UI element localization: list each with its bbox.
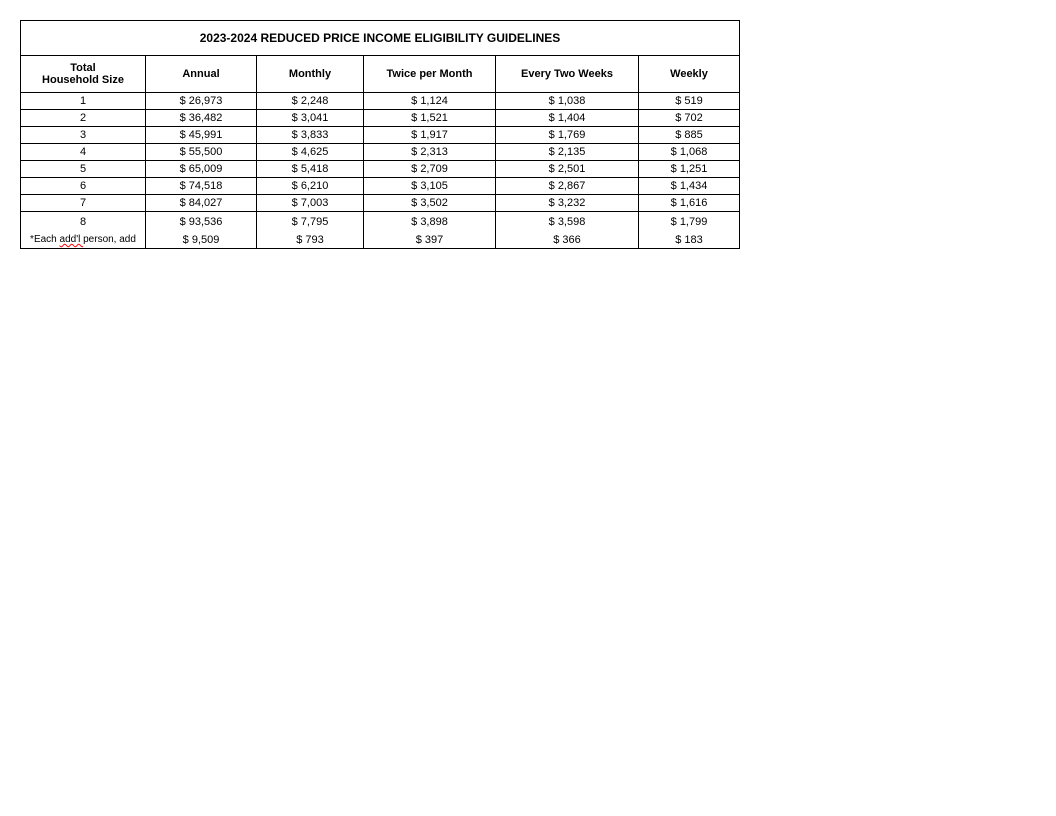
cell-twoweeks: $ 1,404: [496, 110, 639, 126]
table-title: 2023-2024 REDUCED PRICE INCOME ELIGIBILI…: [21, 21, 739, 56]
cell-annual: $ 55,500: [146, 144, 257, 160]
cell-size: 4: [21, 144, 146, 160]
eligibility-table: 2023-2024 REDUCED PRICE INCOME ELIGIBILI…: [20, 20, 740, 249]
cell-twoweeks: $ 1,769: [496, 127, 639, 143]
cell-twice: $ 3,105: [364, 178, 496, 194]
footnote-squiggle: add'l: [60, 234, 84, 245]
cell-annual: $ 93,536: [146, 212, 257, 232]
table-row: 6$ 74,518$ 6,210$ 3,105$ 2,867$ 1,434: [21, 178, 739, 195]
cell-size: 2: [21, 110, 146, 126]
cell-twoweeks: $ 3,232: [496, 195, 639, 211]
cell-twice: $ 2,709: [364, 161, 496, 177]
cell-size: 3: [21, 127, 146, 143]
cell-twice: $ 1,917: [364, 127, 496, 143]
cell-monthly: $ 7,003: [257, 195, 364, 211]
footnote-label: *Each add'l person, add: [21, 232, 146, 248]
table-row: 7$ 84,027$ 7,003$ 3,502$ 3,232$ 1,616: [21, 195, 739, 212]
cell-weekly: $ 1,068: [639, 144, 739, 160]
cell-annual: $ 45,991: [146, 127, 257, 143]
cell-annual: $ 36,482: [146, 110, 257, 126]
footnote-suffix: person, add: [83, 234, 136, 245]
cell-annual: $ 84,027: [146, 195, 257, 211]
footnote-annual: $ 9,509: [146, 232, 257, 248]
header-household-size: Total Household Size: [21, 56, 146, 92]
header-every-two-weeks: Every Two Weeks: [496, 56, 639, 92]
cell-twoweeks: $ 2,135: [496, 144, 639, 160]
cell-size: 1: [21, 93, 146, 109]
cell-annual: $ 65,009: [146, 161, 257, 177]
cell-monthly: $ 3,041: [257, 110, 364, 126]
header-size-line1: Total: [70, 62, 95, 74]
cell-size: 6: [21, 178, 146, 194]
cell-weekly: $ 702: [639, 110, 739, 126]
cell-twoweeks: $ 1,038: [496, 93, 639, 109]
table-row: 4$ 55,500$ 4,625$ 2,313$ 2,135$ 1,068: [21, 144, 739, 161]
footnote-monthly: $ 793: [257, 232, 364, 248]
cell-monthly: $ 4,625: [257, 144, 364, 160]
cell-twice: $ 3,898: [364, 212, 496, 232]
footnote-twoweeks: $ 366: [496, 232, 639, 248]
cell-twice: $ 1,124: [364, 93, 496, 109]
cell-size: 7: [21, 195, 146, 211]
header-annual: Annual: [146, 56, 257, 92]
header-monthly: Monthly: [257, 56, 364, 92]
footnote-twice: $ 397: [364, 232, 496, 248]
cell-weekly: $ 1,616: [639, 195, 739, 211]
cell-size: 8: [21, 212, 146, 232]
cell-annual: $ 26,973: [146, 93, 257, 109]
cell-monthly: $ 5,418: [257, 161, 364, 177]
table-body: 1$ 26,973$ 2,248$ 1,124$ 1,038$ 5192$ 36…: [21, 93, 739, 232]
footnote-prefix: *Each: [30, 234, 59, 245]
cell-weekly: $ 519: [639, 93, 739, 109]
table-row: 8$ 93,536$ 7,795$ 3,898$ 3,598$ 1,799: [21, 212, 739, 232]
table-row: 2$ 36,482$ 3,041$ 1,521$ 1,404$ 702: [21, 110, 739, 127]
header-weekly: Weekly: [639, 56, 739, 92]
cell-twice: $ 2,313: [364, 144, 496, 160]
table-row: 3$ 45,991$ 3,833$ 1,917$ 1,769$ 885: [21, 127, 739, 144]
table-footnote-row: *Each add'l person, add $ 9,509 $ 793 $ …: [21, 232, 739, 248]
table-header-row: Total Household Size Annual Monthly Twic…: [21, 56, 739, 93]
header-twice-per-month: Twice per Month: [364, 56, 496, 92]
cell-weekly: $ 1,434: [639, 178, 739, 194]
cell-twice: $ 3,502: [364, 195, 496, 211]
cell-twice: $ 1,521: [364, 110, 496, 126]
cell-size: 5: [21, 161, 146, 177]
cell-twoweeks: $ 2,501: [496, 161, 639, 177]
cell-weekly: $ 885: [639, 127, 739, 143]
cell-monthly: $ 7,795: [257, 212, 364, 232]
header-size-line2: Household Size: [42, 74, 124, 86]
footnote-weekly: $ 183: [639, 232, 739, 248]
table-row: 5$ 65,009$ 5,418$ 2,709$ 2,501$ 1,251: [21, 161, 739, 178]
cell-weekly: $ 1,251: [639, 161, 739, 177]
cell-annual: $ 74,518: [146, 178, 257, 194]
table-row: 1$ 26,973$ 2,248$ 1,124$ 1,038$ 519: [21, 93, 739, 110]
cell-twoweeks: $ 3,598: [496, 212, 639, 232]
cell-twoweeks: $ 2,867: [496, 178, 639, 194]
cell-monthly: $ 2,248: [257, 93, 364, 109]
cell-monthly: $ 6,210: [257, 178, 364, 194]
cell-monthly: $ 3,833: [257, 127, 364, 143]
cell-weekly: $ 1,799: [639, 212, 739, 232]
